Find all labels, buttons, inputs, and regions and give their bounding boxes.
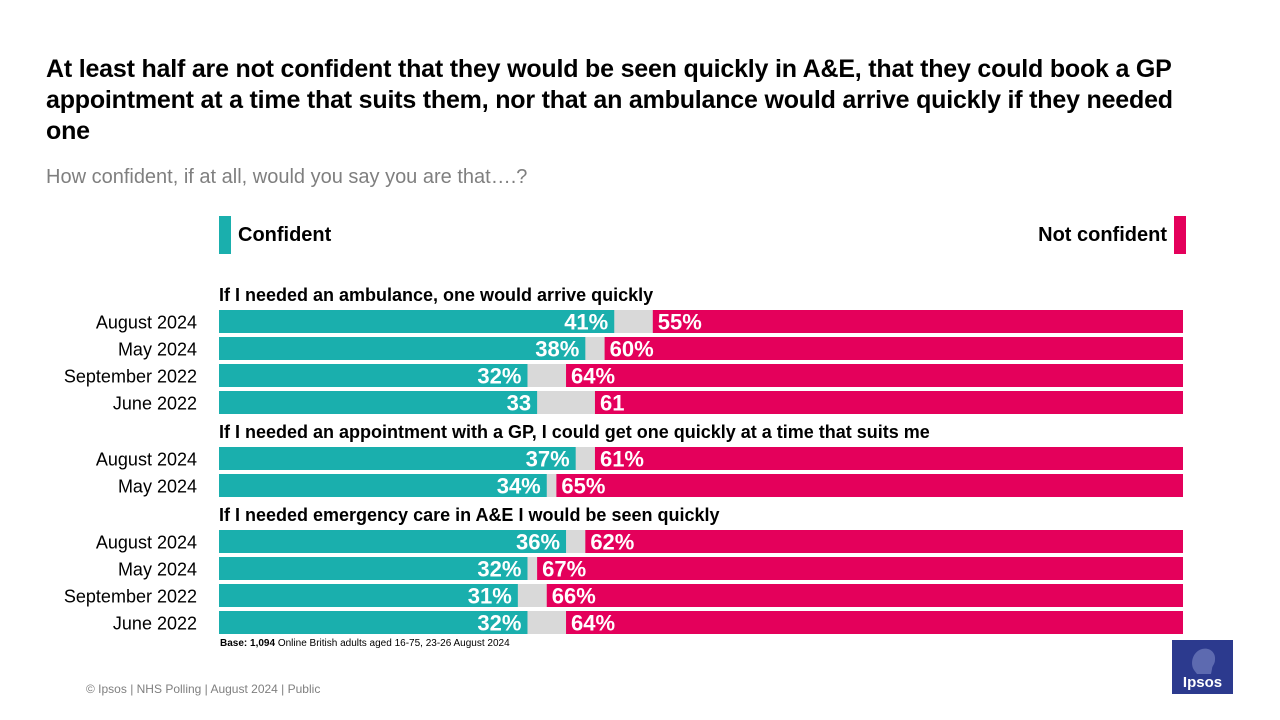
row-category-label: August 2024 [96,313,197,333]
bar-confident [219,474,547,497]
group-label: If I needed an appointment with a GP, I … [219,422,930,442]
bar-confident [219,310,615,333]
confident-value-label: 37% [526,447,570,472]
bar-not-confident [546,584,1183,607]
confident-value-label: 31% [468,584,512,609]
base-description: Online British adults aged 16-75, 23-26 … [277,638,510,649]
page-title: At least half are not confident that the… [46,55,1173,145]
confident-value-label: 32% [477,557,521,582]
base-label: Base: [220,638,248,649]
bar-not-confident [566,364,1183,387]
base-note: Base: 1,094 Online British adults aged 1… [220,638,510,649]
legend-not-confident-label: Not confident [1038,223,1167,246]
bar-not-confident [604,337,1183,360]
bar-confident [219,447,576,470]
bar-not-confident [537,557,1183,580]
bar-not-confident [566,611,1183,634]
row-category-label: June 2022 [113,394,197,414]
bar-not-confident [556,474,1183,497]
bar-not-confident [594,447,1183,470]
row-category-label: May 2024 [118,477,197,497]
confident-value-label: 36% [516,530,560,555]
confident-value-label: 38% [535,337,579,362]
not-confident-value-label: 64% [571,364,615,389]
confident-value-label: 32% [477,364,521,389]
bar-not-confident [652,310,1183,333]
footer-text: © Ipsos | NHS Polling | August 2024 | Pu… [86,682,321,696]
bar-confident [219,364,528,387]
not-confident-value-label: 62% [590,530,634,555]
row-category-label: August 2024 [96,533,197,553]
not-confident-value-label: 61 [600,391,624,416]
group-label: If I needed an ambulance, one would arri… [219,285,653,305]
not-confident-value-label: 60% [610,337,654,362]
confident-value-label: 33 [507,391,531,416]
row-category-label: May 2024 [118,340,197,360]
logo-head-icon [1192,648,1216,674]
row-category-label: May 2024 [118,560,197,580]
logo-text: Ipsos [1182,674,1223,691]
not-confident-value-label: 65% [561,474,605,499]
confident-value-label: 34% [497,474,541,499]
row-category-label: August 2024 [96,450,197,470]
confident-value-label: 41% [564,310,608,335]
group-label: If I needed emergency care in A&E I woul… [219,505,720,525]
bar-confident [219,611,528,634]
row-category-label: September 2022 [64,367,197,387]
ipsos-logo: Ipsos [1172,640,1233,694]
not-confident-value-label: 67% [542,557,586,582]
legend-confident-swatch [219,216,231,254]
bar-confident [219,584,518,607]
legend-not-confident: Not confident [1031,216,1186,254]
bar-confident [219,391,538,414]
legend-confident-label: Confident [238,223,332,246]
bar-not-confident [594,391,1183,414]
legend-confident: Confident [219,216,338,254]
bar-confident [219,530,567,553]
not-confident-value-label: 55% [658,310,702,335]
base-value: 1,094 [250,638,276,649]
bar-confident [219,557,528,580]
not-confident-value-label: 61% [600,447,644,472]
bar-not-confident [585,530,1183,553]
not-confident-value-label: 64% [571,611,615,636]
bar-confident [219,337,586,360]
row-category-label: September 2022 [64,587,197,607]
confident-value-label: 32% [477,611,521,636]
legend-not-confident-swatch [1174,216,1186,254]
not-confident-value-label: 66% [552,584,596,609]
question-subtitle: How confident, if at all, would you say … [46,166,528,188]
row-category-label: June 2022 [113,614,197,634]
